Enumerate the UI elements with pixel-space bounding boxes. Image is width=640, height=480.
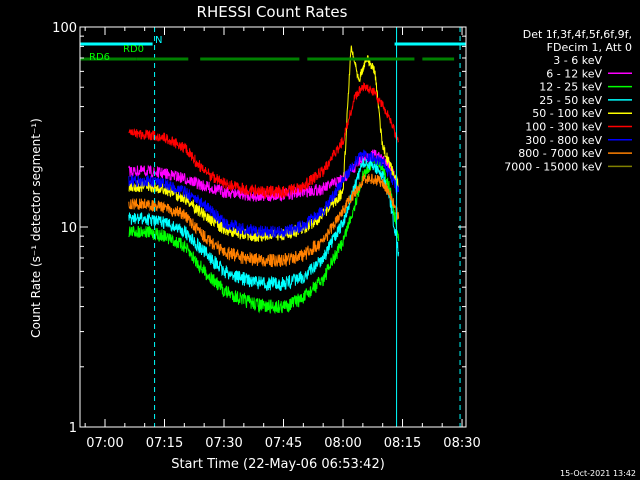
state-label-n: N bbox=[155, 35, 162, 46]
x-tick-label: 07:30 bbox=[205, 436, 242, 451]
x-tick-label: 07:00 bbox=[86, 436, 123, 451]
legend-entry-label: 6 - 12 keV bbox=[546, 67, 602, 80]
legend-entry-label: 100 - 300 keV bbox=[525, 121, 602, 134]
legend-header-2: FDecim 1, Att 0 bbox=[547, 41, 632, 54]
timestamp: 15-Oct-2021 13:42 bbox=[560, 469, 636, 478]
state-label-rd0: RD0 bbox=[123, 44, 144, 55]
legend-header-1: Det 1f,3f,4f,5f,6f,9f, bbox=[523, 28, 632, 41]
plot-area: N RD0 RD6 1 10 100 07:00 07:15 07:30 07:45 08:00 08… bbox=[52, 21, 481, 451]
state-label-rd6: RD6 bbox=[89, 52, 110, 63]
x-tick-label: 07:45 bbox=[265, 436, 302, 451]
series-line-7 bbox=[128, 149, 400, 238]
x-tick-label: 08:15 bbox=[384, 436, 421, 451]
y-tick-label: 1 bbox=[69, 421, 77, 436]
x-tick-label: 07:15 bbox=[146, 436, 183, 451]
series-line-1 bbox=[128, 178, 400, 355]
legend-entry-label: 25 - 50 keV bbox=[539, 94, 602, 107]
legend-entry-label: 12 - 25 keV bbox=[539, 81, 602, 94]
x-axis-label: Start Time (22-May-06 06:53:42) bbox=[171, 457, 385, 472]
y-axis-label: Count Rate (s⁻¹ detector segment⁻¹) bbox=[29, 118, 43, 338]
legend-entry-label: 300 - 800 keV bbox=[525, 134, 602, 147]
series-line-8 bbox=[128, 173, 400, 268]
x-tick-label: 08:30 bbox=[443, 436, 480, 451]
x-tick-label: 08:00 bbox=[324, 436, 361, 451]
y-tick-label: 100 bbox=[52, 21, 77, 36]
legend-entry-label: 7000 - 15000 keV bbox=[504, 160, 602, 173]
y-tick-label: 10 bbox=[60, 221, 77, 236]
series-line-2 bbox=[128, 149, 400, 203]
series-line-3 bbox=[128, 156, 400, 315]
series-line-6 bbox=[128, 82, 400, 200]
chart-title: RHESSI Count Rates bbox=[197, 3, 348, 21]
legend: Det 1f,3f,4f,5f,6f,9f,FDecim 1, Att 03 -… bbox=[504, 28, 632, 173]
legend-entry-label: 50 - 100 keV bbox=[532, 107, 602, 120]
series-line-5 bbox=[128, 45, 399, 242]
legend-entry-label: 800 - 7000 keV bbox=[518, 147, 602, 160]
legend-entry-label: 3 - 6 keV bbox=[553, 54, 602, 67]
